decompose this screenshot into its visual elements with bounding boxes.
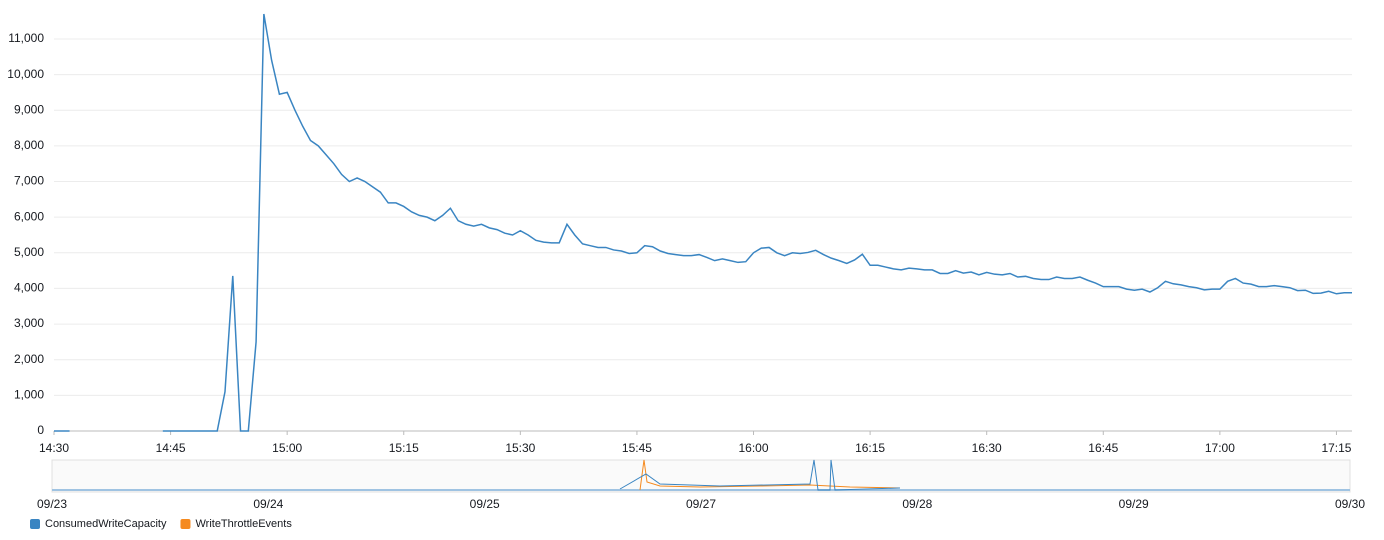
overview <box>51 459 1351 493</box>
data-line <box>162 13 1352 432</box>
y-tick-label: 2,000 <box>14 352 44 366</box>
legend-swatch <box>30 519 40 529</box>
x-tick-label: 16:30 <box>972 441 1002 455</box>
x-tick-label: 17:00 <box>1205 441 1235 455</box>
y-tick-label: 0 <box>37 423 44 437</box>
y-tick-label: 10,000 <box>7 67 44 81</box>
y-tick-label: 7,000 <box>14 174 44 188</box>
overview-date-label: 09/29 <box>1119 497 1149 511</box>
y-tick-label: 1,000 <box>14 388 44 402</box>
overview-date-label: 09/24 <box>253 497 283 511</box>
x-tick-label: 14:45 <box>156 441 186 455</box>
y-tick-label: 3,000 <box>14 316 44 330</box>
y-tick-label: 9,000 <box>14 102 44 116</box>
overview-date-label: 09/27 <box>686 497 716 511</box>
y-tick-label: 4,000 <box>14 281 44 295</box>
overview-throttle <box>639 459 901 491</box>
overview-date-label: 09/23 <box>37 497 67 511</box>
overview-date-label: 09/30 <box>1335 497 1365 511</box>
x-tick-label: 15:45 <box>622 441 652 455</box>
x-tick-label: 16:45 <box>1088 441 1118 455</box>
x-tick-label: 16:00 <box>739 441 769 455</box>
x-tick-label: 15:30 <box>505 441 535 455</box>
y-tick-label: 11,000 <box>8 31 44 45</box>
overview-capacity <box>619 459 901 491</box>
y-tick-label: 8,000 <box>14 138 44 152</box>
y-tick-label: 6,000 <box>14 209 44 223</box>
y-tick-label: 5,000 <box>14 245 44 259</box>
overview-date-label: 09/25 <box>470 497 500 511</box>
overview-date-label: 09/28 <box>902 497 932 511</box>
x-tick-label: 14:30 <box>39 441 69 455</box>
legend-swatch <box>180 519 191 529</box>
x-tick-label: 17:15 <box>1321 441 1351 455</box>
x-tick-label: 15:15 <box>389 441 419 455</box>
x-tick-label: 16:15 <box>855 441 885 455</box>
x-tick-label: 15:00 <box>272 441 302 455</box>
legend-label: ConsumedWriteCapacity <box>45 518 167 530</box>
legend-label: WriteThrottleEvents <box>195 518 292 530</box>
